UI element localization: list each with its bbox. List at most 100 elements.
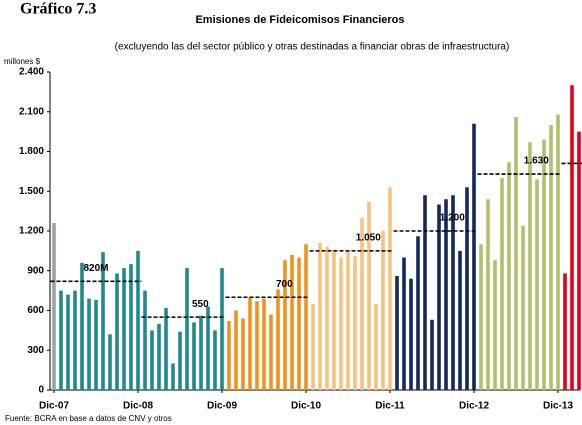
average-label: 1.630	[524, 156, 549, 167]
bar	[528, 142, 532, 390]
average-label: 1.200	[440, 213, 465, 224]
bar	[122, 268, 126, 390]
bar	[360, 217, 364, 390]
bar	[52, 223, 56, 390]
bar	[283, 260, 287, 390]
chart-title: Emisiones de Fideicomisos Financieros	[195, 14, 404, 26]
y-tick-label: 1.500	[19, 186, 44, 197]
bar	[556, 114, 560, 391]
chart-subtitle: (excluyendo las del sector público y otr…	[115, 42, 510, 53]
bar	[150, 330, 154, 390]
bar	[276, 289, 280, 390]
bar	[290, 254, 294, 390]
bar	[73, 290, 77, 390]
y-tick-label: 1.200	[19, 226, 44, 237]
bar	[458, 250, 462, 390]
bar	[437, 204, 441, 390]
bar	[388, 187, 392, 390]
x-tick-label: Dic-13	[543, 401, 573, 412]
bar	[423, 195, 427, 390]
bar	[465, 187, 469, 390]
bar	[227, 321, 231, 390]
bar	[402, 257, 406, 390]
x-tick-label: Dic-12	[459, 401, 489, 412]
bar	[213, 330, 217, 390]
y-tick-label: 0	[38, 385, 44, 396]
y-tick-label: 900	[27, 265, 44, 276]
bar	[325, 246, 329, 390]
bar	[129, 264, 133, 390]
x-tick-label: Dic-11	[375, 401, 405, 412]
source-note: Fuente: BCRA en base a datos de CNV y ot…	[5, 414, 172, 423]
bar	[318, 242, 322, 390]
bar	[59, 290, 63, 390]
bar	[297, 257, 301, 390]
bar	[535, 179, 539, 390]
bar	[192, 322, 196, 390]
bar	[108, 334, 112, 390]
bar	[395, 276, 399, 390]
bar	[472, 123, 476, 391]
bar	[507, 162, 511, 390]
bar	[339, 257, 343, 390]
x-tick-label: Dic-08	[123, 401, 153, 412]
y-tick-label: 2.100	[19, 106, 44, 117]
bar	[500, 178, 504, 390]
bar	[164, 307, 168, 390]
bar	[87, 298, 91, 390]
bar	[157, 323, 161, 390]
bar	[171, 363, 175, 390]
bar	[486, 199, 490, 390]
bar	[381, 231, 385, 390]
bar	[143, 290, 147, 390]
x-tick-label: Dic-10	[291, 401, 321, 412]
bar	[521, 225, 525, 390]
average-label: 820M	[83, 263, 108, 274]
bar	[262, 298, 266, 390]
bar	[311, 303, 315, 390]
average-label: 1.050	[356, 233, 381, 244]
average-label: 700	[276, 279, 293, 290]
bar	[136, 250, 140, 390]
bar	[80, 262, 84, 390]
figure-label: Gráfico 7.3	[20, 1, 96, 18]
bar	[493, 260, 497, 390]
bar	[199, 315, 203, 390]
bar	[185, 268, 189, 390]
bar	[178, 331, 182, 390]
bar	[416, 236, 420, 390]
bar	[444, 199, 448, 390]
x-tick-label: Dic-07	[39, 401, 69, 412]
bar	[332, 249, 336, 390]
bar	[115, 273, 119, 390]
y-tick-label: 1.800	[19, 146, 44, 157]
y-axis-label: millones $	[4, 57, 41, 66]
x-tick-label: Dic-09	[207, 401, 237, 412]
bar	[66, 294, 70, 390]
bar	[514, 117, 518, 391]
bar	[563, 273, 567, 390]
bar	[269, 314, 273, 390]
bar	[577, 131, 581, 390]
bar	[549, 125, 553, 390]
bar	[479, 244, 483, 390]
bar	[241, 318, 245, 390]
bar	[248, 297, 252, 390]
bar	[346, 250, 350, 390]
bar	[255, 301, 259, 390]
bar	[374, 303, 378, 390]
bar	[542, 139, 546, 390]
y-tick-label: 2.400	[19, 67, 44, 78]
bar	[367, 201, 371, 390]
bar	[234, 310, 238, 390]
bar	[409, 278, 413, 390]
bar	[430, 319, 434, 390]
bar	[206, 306, 210, 390]
y-tick-label: 600	[27, 305, 44, 316]
bar	[353, 256, 357, 390]
bar	[304, 244, 308, 390]
bar	[101, 252, 105, 390]
bar	[94, 299, 98, 390]
bar	[570, 85, 574, 390]
